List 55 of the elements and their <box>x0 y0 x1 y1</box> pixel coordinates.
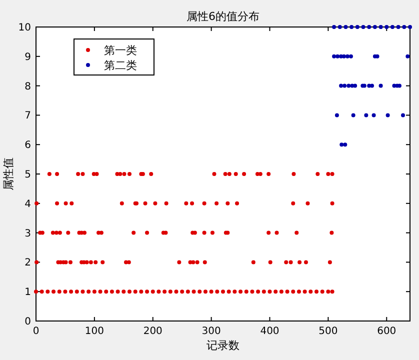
point <box>353 84 358 88</box>
point <box>344 25 348 29</box>
point <box>351 113 356 118</box>
point <box>355 25 360 29</box>
point <box>350 25 354 29</box>
x-tick-label: 500 <box>318 326 338 337</box>
legend-label: 第二类 <box>104 59 137 72</box>
point <box>364 113 368 118</box>
x-tick-label: 600 <box>377 326 396 337</box>
point <box>338 25 342 29</box>
point <box>372 113 376 118</box>
point <box>378 84 383 88</box>
y-tick-label: 8 <box>24 81 31 92</box>
y-tick-label: 3 <box>24 228 31 240</box>
point <box>361 25 366 29</box>
point <box>367 25 372 29</box>
x-tick-label: 0 <box>32 326 40 337</box>
point <box>332 25 336 29</box>
point <box>408 25 412 29</box>
point <box>345 54 350 58</box>
legend-label: 第一类 <box>104 44 137 57</box>
point <box>348 54 353 58</box>
y-tick-label: 7 <box>24 110 31 122</box>
point <box>342 84 347 88</box>
point <box>372 25 377 29</box>
point <box>396 25 400 29</box>
point <box>384 25 389 29</box>
y-tick-label: 6 <box>24 140 31 152</box>
point <box>390 25 394 29</box>
y-tick-label: 0 <box>24 316 31 328</box>
x-tick-label: 400 <box>260 326 280 337</box>
x-axis-title: 记录数 <box>206 339 240 352</box>
y-tick-label: 10 <box>18 22 31 34</box>
y-tick-label: 9 <box>24 52 31 63</box>
point <box>400 113 405 118</box>
point <box>332 54 336 58</box>
chart-title: 属性6的值分布 <box>186 10 260 23</box>
point <box>343 142 348 147</box>
y-axis-title: 属性值 <box>2 158 15 190</box>
point <box>334 113 339 118</box>
y-tick-label: 2 <box>24 258 31 269</box>
y-tick-label: 5 <box>24 170 31 180</box>
point <box>386 113 390 118</box>
point <box>370 84 374 88</box>
point <box>378 25 383 29</box>
x-tick-label: 300 <box>202 326 221 337</box>
y-tick-label: 1 <box>24 287 31 298</box>
point <box>336 54 340 58</box>
y-tick-label: 4 <box>24 198 31 210</box>
x-tick-label: 200 <box>143 326 162 337</box>
point <box>339 84 344 88</box>
x-tick-label: 100 <box>84 326 104 337</box>
point <box>402 25 406 29</box>
point <box>340 142 344 147</box>
point <box>346 84 351 88</box>
